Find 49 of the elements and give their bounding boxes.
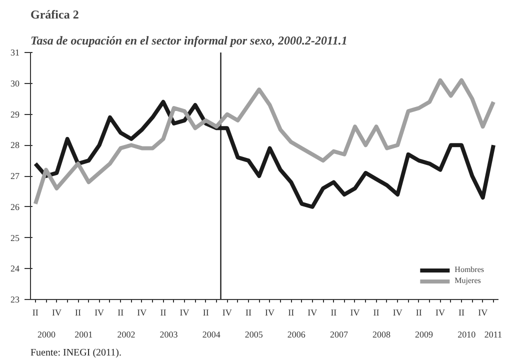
legend-label: Mujeres	[454, 276, 481, 285]
y-tick-label: 30	[10, 78, 20, 88]
x-tick-label: II	[330, 308, 337, 318]
x-tick-label: IV	[265, 308, 276, 318]
y-tick-label: 23	[10, 294, 20, 304]
x2-tick-label: 2002	[117, 330, 136, 340]
x-tick-label: II	[288, 308, 294, 318]
y-tick-label: 26	[10, 202, 20, 212]
x2-tick-label: 2005	[244, 330, 264, 340]
y-tick-label: 29	[10, 109, 20, 120]
x-tick-label: IV	[308, 308, 318, 318]
x-tick-label: IV	[478, 308, 488, 318]
x-tick-label: II	[202, 308, 209, 318]
y-tick-label: 25	[10, 232, 20, 243]
x-tick-label: II	[75, 308, 82, 318]
x-tick-label: II	[245, 308, 252, 318]
x-tick-label: IV	[435, 308, 446, 318]
y-tick-label: 24	[10, 264, 20, 274]
x2-tick-label: 2000	[37, 330, 56, 340]
x-tick-label: II	[160, 308, 166, 318]
x-tick-label: IV	[180, 308, 190, 318]
x2-tick-label: 2008	[372, 330, 391, 340]
x-tick-label: II	[32, 308, 38, 318]
x-tick-label: II	[458, 308, 465, 318]
y-tick-label: 28	[10, 140, 20, 150]
x2-tick-label: 2011	[484, 330, 502, 340]
y-tick-label: 31	[10, 48, 20, 58]
x-tick-label: IV	[222, 308, 232, 318]
x2-tick-label: 2009	[415, 330, 434, 340]
legend-label: Hombres	[454, 265, 484, 274]
x-tick-label: IV	[392, 308, 403, 318]
source-note: Fuente: INEGI (2011).	[30, 348, 122, 358]
chart-title: Gráfica 2	[30, 8, 79, 22]
x-tick-label: II	[118, 308, 124, 318]
x-tick-label: II	[373, 308, 380, 318]
x-tick-label: IV	[350, 308, 360, 318]
x2-tick-label: 2006	[287, 330, 306, 340]
x2-tick-label: 2010	[458, 330, 476, 340]
line-series	[33, 78, 496, 206]
x-tick-label: IV	[94, 308, 105, 318]
x-tick-label: IV	[137, 308, 148, 318]
x2-tick-label: 2004	[202, 330, 221, 340]
x-tick-label: IV	[52, 308, 62, 318]
y-tick-label: 27	[10, 171, 20, 181]
x2-tick-label: 2003	[160, 330, 178, 340]
x-tick-label: II	[416, 308, 422, 318]
chart-subtitle: Tasa de ocupación en el sector informal por sexo, 2000.2-2011.1	[30, 34, 348, 48]
x2-tick-label: 2007	[330, 330, 348, 340]
x2-tick-label: 2001	[74, 330, 93, 340]
